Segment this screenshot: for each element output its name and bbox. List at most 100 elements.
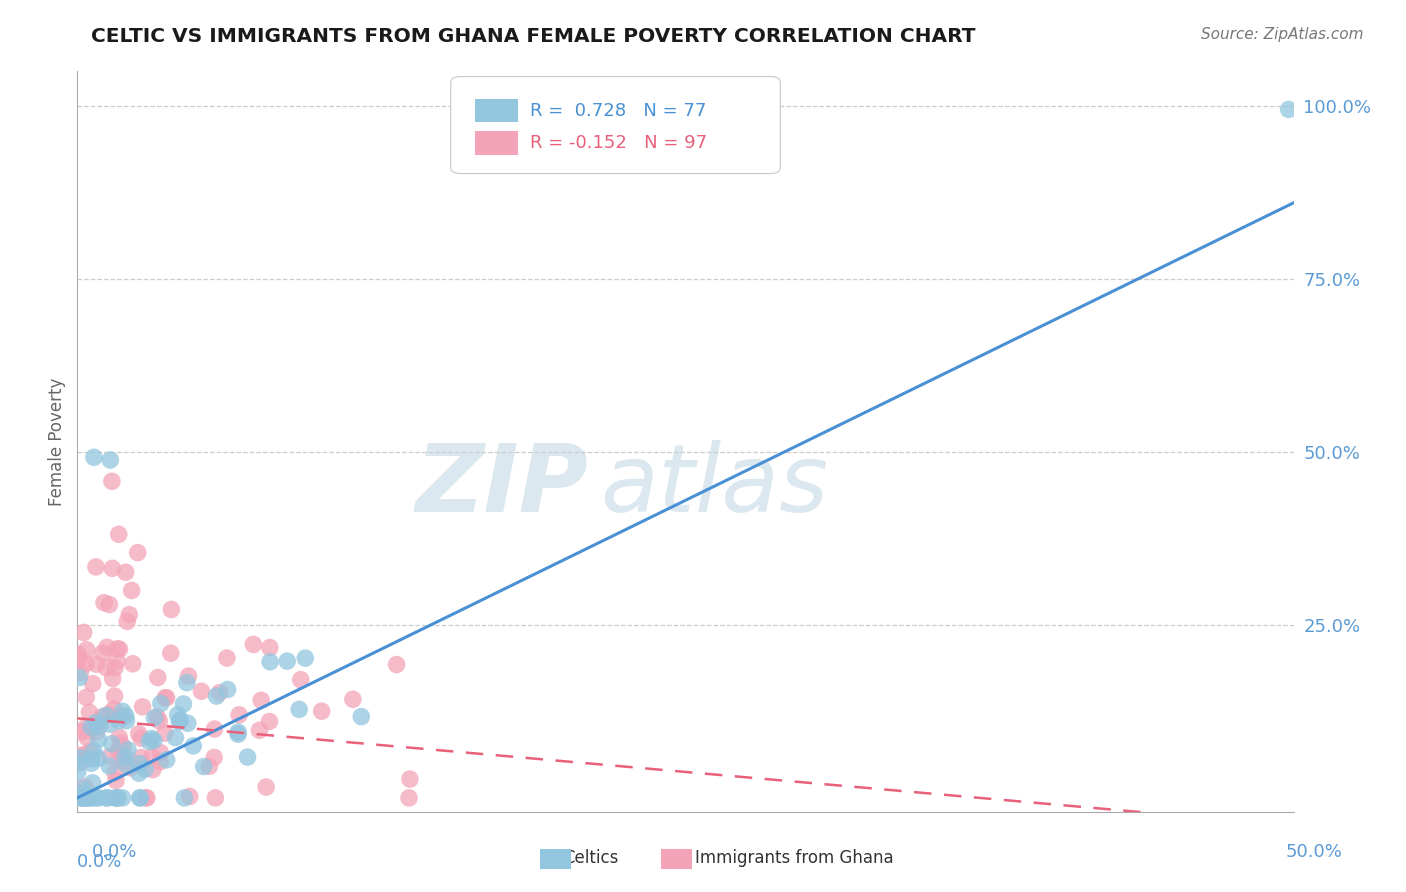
Point [114,749,136,764]
Point [66,765,89,780]
Point [77,790,100,805]
Point [69,790,91,805]
Point [149,755,172,769]
Point [177,669,200,683]
Text: 50.0%: 50.0% [1286,843,1343,861]
Point [143,711,166,725]
Point [142,763,165,777]
Point [226,725,249,739]
Point [105,790,128,805]
Point [121,657,143,671]
Point [342,692,364,706]
Point [117,743,139,757]
FancyBboxPatch shape [475,99,517,122]
Point [103,689,125,703]
Point [217,682,239,697]
Point [121,583,143,598]
Point [98,749,121,764]
Point [105,773,128,788]
Point [75,780,97,794]
Point [146,709,169,723]
Point [173,790,195,805]
Point [259,655,281,669]
Point [87,732,110,747]
Point [72,787,94,801]
Point [131,699,153,714]
Text: CELTIC VS IMMIGRANTS FROM GHANA FEMALE POVERTY CORRELATION CHART: CELTIC VS IMMIGRANTS FROM GHANA FEMALE P… [91,27,976,45]
Point [176,675,198,690]
Point [146,671,169,685]
Point [105,641,128,656]
Point [204,790,226,805]
Point [111,750,134,764]
Point [83,744,105,758]
Point [101,737,124,751]
Point [179,789,201,804]
Text: atlas: atlas [600,441,828,532]
Point [93,596,115,610]
Point [87,790,110,805]
Point [82,776,104,790]
Text: 0.0%: 0.0% [77,854,122,871]
Point [72,781,94,796]
Point [236,750,259,764]
Point [76,790,98,805]
Point [107,714,129,728]
Point [148,714,170,728]
FancyBboxPatch shape [451,77,780,174]
Point [111,755,134,769]
Point [101,672,124,686]
Point [129,750,152,764]
Point [114,566,136,580]
Point [250,693,273,707]
Text: Immigrants from Ghana: Immigrants from Ghana [695,849,894,867]
Point [80,756,103,771]
Point [72,725,94,739]
Point [385,657,408,672]
Point [204,722,226,736]
Point [153,726,176,740]
Point [159,646,181,660]
Point [254,780,277,794]
Point [208,685,231,699]
Point [107,744,129,758]
Point [111,790,134,805]
Point [129,731,152,746]
Point [67,647,90,661]
Point [1278,103,1301,117]
Text: Celtics: Celtics [562,849,619,867]
Point [77,790,100,805]
Point [105,790,128,805]
Point [96,640,118,655]
Point [247,723,270,738]
Point [89,719,111,733]
Point [98,706,121,721]
Point [129,790,152,805]
Point [96,661,118,675]
Point [86,715,108,730]
Text: 0.0%: 0.0% [91,843,136,861]
Point [114,708,136,723]
Point [165,731,187,745]
Point [80,790,103,805]
Point [75,690,97,705]
Point [115,615,138,629]
Point [83,450,105,465]
Point [94,790,117,805]
Point [259,640,281,655]
Point [115,714,138,728]
Point [226,727,249,741]
Point [288,702,311,716]
Point [135,790,157,805]
Point [149,746,172,760]
Point [80,720,103,734]
Point [108,642,131,657]
Point [69,665,91,680]
Point [75,657,97,671]
Point [242,637,264,651]
Point [76,731,98,745]
Point [66,756,89,770]
Point [79,706,101,720]
Point [135,790,157,805]
Point [75,747,97,762]
